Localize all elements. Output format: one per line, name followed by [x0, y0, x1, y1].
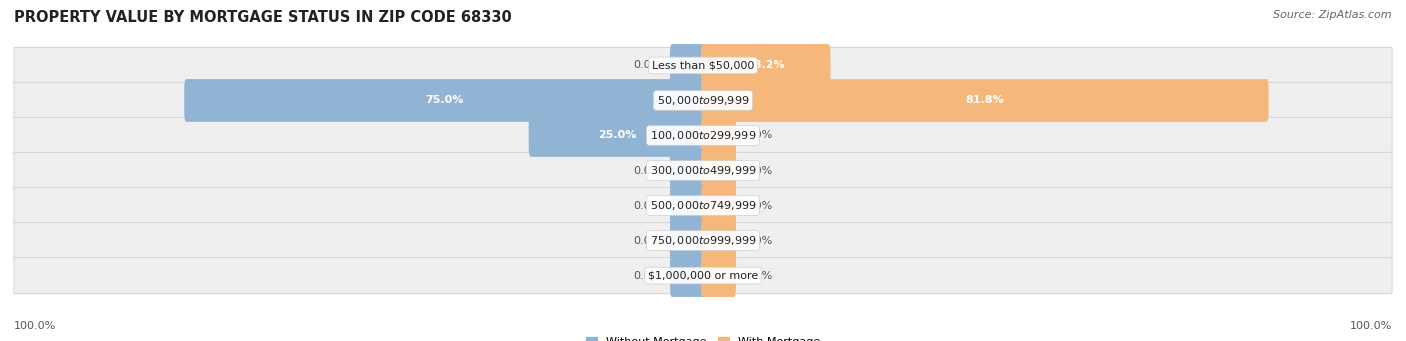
- Text: $1,000,000 or more: $1,000,000 or more: [648, 270, 758, 281]
- Text: $100,000 to $299,999: $100,000 to $299,999: [650, 129, 756, 142]
- FancyBboxPatch shape: [669, 254, 704, 297]
- Text: $500,000 to $749,999: $500,000 to $749,999: [650, 199, 756, 212]
- Text: $50,000 to $99,999: $50,000 to $99,999: [657, 94, 749, 107]
- Text: 100.0%: 100.0%: [1350, 321, 1392, 331]
- Text: 81.8%: 81.8%: [966, 95, 1004, 105]
- Text: 25.0%: 25.0%: [598, 131, 636, 140]
- FancyBboxPatch shape: [702, 114, 737, 157]
- Text: 0.0%: 0.0%: [634, 165, 662, 176]
- Text: 0.0%: 0.0%: [634, 270, 662, 281]
- Text: 0.0%: 0.0%: [744, 201, 772, 210]
- FancyBboxPatch shape: [669, 184, 704, 227]
- Text: Less than $50,000: Less than $50,000: [652, 60, 754, 71]
- Text: 75.0%: 75.0%: [426, 95, 464, 105]
- FancyBboxPatch shape: [14, 83, 1392, 118]
- Text: Source: ZipAtlas.com: Source: ZipAtlas.com: [1274, 10, 1392, 20]
- Text: 0.0%: 0.0%: [744, 165, 772, 176]
- Text: 0.0%: 0.0%: [634, 236, 662, 246]
- Text: 18.2%: 18.2%: [747, 60, 785, 71]
- FancyBboxPatch shape: [529, 114, 704, 157]
- FancyBboxPatch shape: [702, 254, 737, 297]
- Text: 0.0%: 0.0%: [634, 201, 662, 210]
- FancyBboxPatch shape: [14, 223, 1392, 258]
- FancyBboxPatch shape: [14, 47, 1392, 84]
- Text: 0.0%: 0.0%: [744, 236, 772, 246]
- Legend: Without Mortgage, With Mortgage: Without Mortgage, With Mortgage: [582, 332, 824, 341]
- FancyBboxPatch shape: [14, 257, 1392, 294]
- Text: 0.0%: 0.0%: [744, 270, 772, 281]
- Text: PROPERTY VALUE BY MORTGAGE STATUS IN ZIP CODE 68330: PROPERTY VALUE BY MORTGAGE STATUS IN ZIP…: [14, 10, 512, 25]
- Text: $750,000 to $999,999: $750,000 to $999,999: [650, 234, 756, 247]
- Text: $300,000 to $499,999: $300,000 to $499,999: [650, 164, 756, 177]
- FancyBboxPatch shape: [669, 44, 704, 87]
- Text: 0.0%: 0.0%: [744, 131, 772, 140]
- FancyBboxPatch shape: [669, 149, 704, 192]
- FancyBboxPatch shape: [14, 188, 1392, 224]
- FancyBboxPatch shape: [14, 117, 1392, 153]
- FancyBboxPatch shape: [14, 152, 1392, 189]
- FancyBboxPatch shape: [702, 79, 1268, 122]
- Text: 100.0%: 100.0%: [14, 321, 56, 331]
- FancyBboxPatch shape: [669, 219, 704, 262]
- FancyBboxPatch shape: [702, 184, 737, 227]
- Text: 0.0%: 0.0%: [634, 60, 662, 71]
- FancyBboxPatch shape: [702, 44, 831, 87]
- FancyBboxPatch shape: [702, 219, 737, 262]
- FancyBboxPatch shape: [184, 79, 704, 122]
- FancyBboxPatch shape: [702, 149, 737, 192]
